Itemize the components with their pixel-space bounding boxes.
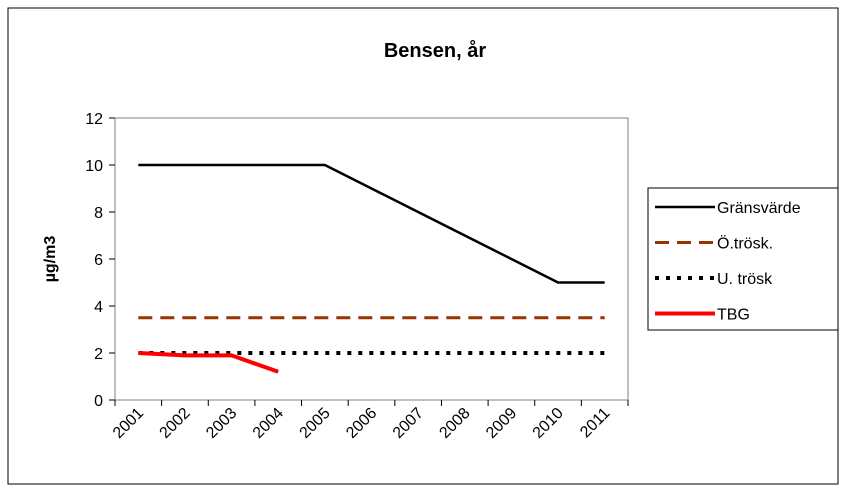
y-tick-label: 0	[94, 393, 103, 410]
series-line	[138, 163, 605, 284]
y-tick-label: 4	[94, 299, 103, 316]
y-tick-label: 10	[85, 158, 103, 175]
legend-box	[647, 187, 839, 331]
legend-label: Ö.trösk.	[717, 235, 773, 253]
legend-label: TBG	[717, 307, 750, 324]
plot-area	[114, 117, 629, 401]
y-axis-label: µg/m3	[42, 236, 59, 283]
y-tick-label: 2	[94, 346, 103, 363]
chart-title: Bensen, år	[384, 39, 486, 62]
y-tick-label: 8	[94, 205, 103, 222]
legend-label: U. trösk	[717, 271, 773, 288]
series-line	[138, 351, 279, 374]
y-tick-label: 12	[85, 111, 103, 128]
y-tick-label: 6	[94, 252, 103, 269]
legend-label: Gränsvärde	[717, 200, 801, 217]
